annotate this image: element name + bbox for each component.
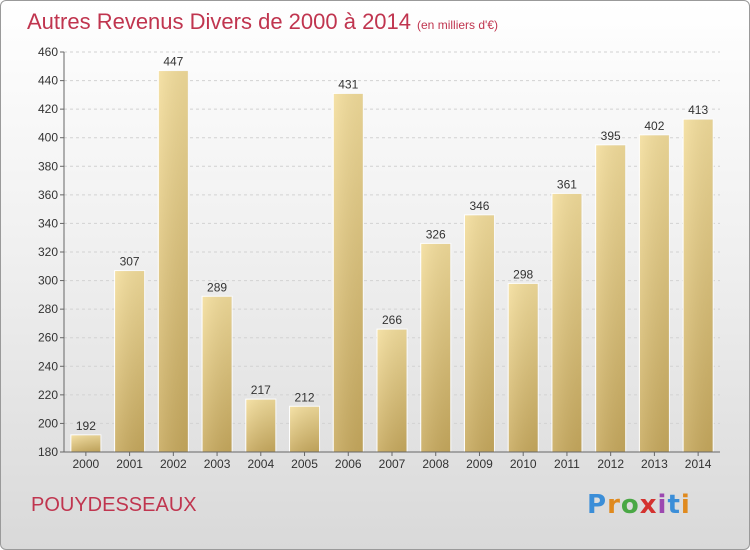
data-label-2010: 298	[513, 267, 533, 281]
logo-letter: i	[657, 490, 668, 520]
y-tick-label: 220	[38, 388, 58, 402]
logo-letter: r	[607, 490, 621, 520]
y-tick-label: 380	[38, 159, 58, 173]
x-tick-label-2010: 2010	[510, 457, 537, 471]
data-label-2005: 212	[295, 390, 315, 404]
data-label-2008: 326	[426, 227, 446, 241]
bar-shade	[683, 119, 714, 453]
y-tick-label: 260	[38, 331, 58, 345]
bar-shade	[158, 70, 189, 453]
x-tick-label-2005: 2005	[291, 457, 318, 471]
logo-letter: t	[667, 490, 681, 520]
x-tick-label-2014: 2014	[685, 457, 712, 471]
data-label-2002: 447	[163, 55, 183, 69]
x-tick-label-2002: 2002	[160, 457, 187, 471]
data-label-2007: 266	[382, 313, 402, 327]
data-label-2011: 361	[557, 177, 577, 191]
y-tick-label: 320	[38, 245, 58, 259]
y-tick-label: 400	[38, 131, 58, 145]
logo-letter: o	[620, 490, 640, 520]
data-label-2001: 307	[120, 255, 140, 269]
x-tick-label-2011: 2011	[554, 457, 580, 471]
bar-shade	[551, 193, 582, 452]
y-tick-label: 460	[38, 45, 58, 59]
x-tick-label-2013: 2013	[641, 457, 668, 471]
bar-shade	[639, 134, 670, 452]
data-label-2004: 217	[251, 383, 271, 397]
y-tick-label: 340	[38, 216, 58, 230]
bar-shade	[420, 243, 451, 452]
bar-layer	[70, 70, 714, 453]
y-tick-label: 240	[38, 359, 58, 373]
data-label-2006: 431	[338, 77, 358, 91]
y-tick-label: 280	[38, 302, 58, 316]
logo-letter: x	[639, 490, 658, 520]
data-label-2009: 346	[469, 199, 489, 213]
logo-letter: P	[587, 490, 608, 520]
data-label-2000: 192	[76, 419, 96, 433]
bar-shade	[289, 406, 320, 452]
x-tick-label-2004: 2004	[247, 457, 274, 471]
y-tick-label: 440	[38, 74, 58, 88]
y-tick-label: 200	[38, 416, 58, 430]
data-label-2012: 395	[601, 129, 621, 143]
chart-title: Autres Revenus Divers de 2000 à 2014 (en …	[27, 9, 498, 35]
y-tick-label: 300	[38, 274, 58, 288]
bar-shade	[595, 144, 626, 452]
axis-layer: 180 200 220 240 260 280 300 320 340 360 380 400 420 4…	[38, 45, 720, 471]
x-tick-label-2001: 2001	[116, 457, 143, 471]
proxiti-logo: Proxiti	[587, 490, 691, 520]
x-tick-label-2003: 2003	[204, 457, 231, 471]
bar-shade	[114, 270, 145, 452]
data-label-2013: 402	[644, 119, 664, 133]
y-tick-label: 180	[38, 445, 58, 459]
x-tick-label-2009: 2009	[466, 457, 493, 471]
y-tick-label: 360	[38, 188, 58, 202]
commune-name: POUYDESSEAUX	[31, 494, 197, 516]
chart-unit: (en milliers d'€)	[417, 18, 498, 32]
bar-shade	[245, 399, 276, 452]
x-tick-label-2012: 2012	[597, 457, 624, 471]
data-label-2003: 289	[207, 280, 227, 294]
y-tick-label: 420	[38, 102, 58, 116]
x-tick-label-2008: 2008	[422, 457, 449, 471]
bar-shade	[202, 296, 233, 452]
x-tick-label-2007: 2007	[379, 457, 406, 471]
x-tick-label-2000: 2000	[73, 457, 100, 471]
bar-shade	[464, 214, 495, 452]
logo-letter: i	[680, 490, 691, 520]
bar-shade	[377, 329, 407, 452]
bar-shade	[508, 283, 539, 452]
chart-title-text: Autres Revenus Divers de 2000 à 2014	[27, 9, 412, 34]
bar-shade	[333, 93, 364, 452]
x-tick-label-2006: 2006	[335, 457, 362, 471]
label-layer: 192 307 447 289 217 212 431 266 326 346 298 361 395 4…	[76, 55, 709, 433]
bar-shade	[70, 434, 101, 452]
data-label-2014: 413	[688, 103, 708, 117]
